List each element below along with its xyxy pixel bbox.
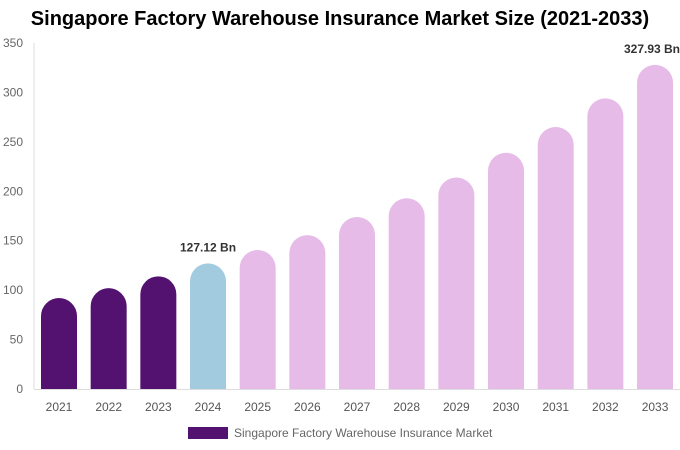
legend-label: Singapore Factory Warehouse Insurance Ma… [234, 426, 493, 440]
y-tick-label: 100 [3, 283, 23, 297]
x-tick-label: 2025 [244, 400, 271, 414]
bar-2029 [438, 177, 475, 389]
bar-2023 [140, 276, 177, 389]
x-tick-label: 2032 [592, 400, 619, 414]
bar-2022 [90, 288, 127, 389]
legend-swatch [188, 427, 228, 439]
x-tick-label: 2028 [393, 400, 420, 414]
x-tick-label: 2031 [542, 400, 569, 414]
bar-2024 [190, 263, 227, 389]
y-tick-label: 200 [3, 184, 23, 198]
bar-chart: 0 50 100 150 200 250 300 350 2021 2022 2023 2024 127… [3, 36, 680, 414]
bar-2027 [339, 216, 376, 389]
y-tick-label: 350 [3, 36, 23, 50]
bar-2031 [537, 127, 574, 389]
bar-2033 [637, 64, 674, 389]
x-tick-label: 2022 [95, 400, 122, 414]
x-tick-label: 2021 [46, 400, 73, 414]
x-tick-label: 2024 [195, 400, 222, 414]
x-tick-label: 2033 [642, 400, 669, 414]
data-label: 327.93 Bn [624, 42, 680, 56]
bar-2028 [388, 198, 425, 389]
x-tick-label: 2027 [344, 400, 371, 414]
chart-title: Singapore Factory Warehouse Insurance Ma… [30, 8, 650, 30]
bar-2032 [587, 98, 624, 390]
y-tick-label: 50 [10, 333, 24, 347]
bar-2021 [41, 298, 77, 389]
x-tick-label: 2023 [145, 400, 172, 414]
bar-2030 [488, 152, 525, 389]
y-tick-label: 250 [3, 135, 23, 149]
y-tick-label: 150 [3, 234, 23, 248]
bar-2026 [289, 235, 326, 389]
data-label: 127.12 Bn [180, 240, 236, 254]
y-tick-label: 0 [16, 382, 23, 396]
x-tick-label: 2030 [493, 400, 520, 414]
x-tick-label: 2026 [294, 400, 321, 414]
bar-2025 [239, 250, 276, 389]
y-tick-label: 300 [3, 85, 23, 99]
legend: Singapore Factory Warehouse Insurance Ma… [188, 426, 492, 440]
x-tick-label: 2029 [443, 400, 470, 414]
